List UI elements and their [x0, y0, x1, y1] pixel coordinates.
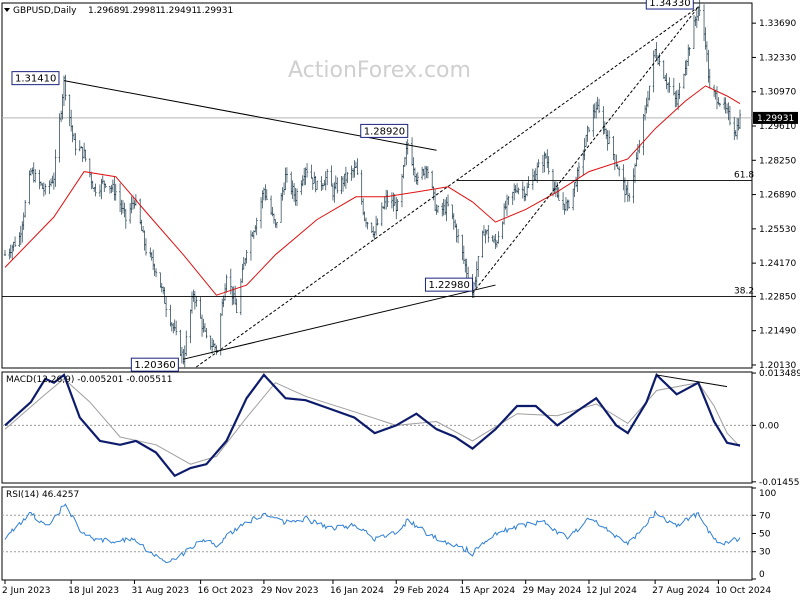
macd-signal-line [4, 378, 741, 465]
rsi-line [4, 503, 741, 564]
price-panel-frame [1, 2, 753, 369]
rsi-levels [2, 514, 752, 553]
macd-y-axis: 0.013489 0.00 -0.014554 [752, 369, 800, 488]
moving-average-line [4, 85, 741, 296]
fib-levels: 61.8 38.2 [2, 170, 754, 297]
price-label: 1.31410 [15, 74, 56, 85]
price-tick-label: 1.24170 [759, 259, 796, 269]
ohlc-close: 1.29931 [196, 6, 233, 16]
price-tick-label: 1.33690 [759, 19, 796, 29]
date-tick-label: 18 Jul 2023 [68, 586, 119, 596]
macd-title: MACD(12,26,9) -0.005201 -0.005511 [6, 375, 172, 385]
price-label-box [130, 357, 179, 372]
date-axis: 2 Jun 2023 18 Jul 2023 31 Aug 2023 16 Oct 2… [2, 580, 771, 596]
date-tick-label: 29 Nov 2023 [261, 586, 319, 596]
price-annotations: 1.31410 1.28920 1.20360 1.22980 1.34330 [11, 0, 694, 372]
symbol-arrow-icon [4, 8, 10, 12]
rsi-tick-label: 30 [759, 548, 771, 558]
price-label-box [360, 123, 409, 138]
trendline-channel-upper [196, 6, 699, 368]
rsi-title: RSI(14) 46.4257 [6, 490, 79, 500]
date-tick-label: 10 Oct 2024 [715, 586, 771, 596]
date-tick-label: 29 Feb 2024 [393, 586, 449, 596]
trendline-lower [183, 284, 496, 360]
ohlc-high: 1.29981 [124, 6, 161, 16]
fib-label: 38.2 [734, 286, 754, 296]
price-label-box [11, 71, 60, 86]
date-tick-label: 15 Apr 2024 [459, 586, 515, 596]
date-tick-label: 27 Aug 2024 [652, 586, 710, 596]
rsi-tick-label: 70 [759, 511, 771, 521]
price-label: 1.20360 [134, 360, 175, 371]
date-tick-label: 29 May 2024 [523, 586, 582, 596]
macd-panel-frame [1, 371, 753, 484]
current-price-box [753, 111, 798, 124]
chart-title: GBPUSD,Daily [13, 6, 77, 16]
trendlines [63, 6, 699, 368]
price-tick-label: 1.21490 [759, 327, 796, 337]
moving-average [4, 85, 741, 296]
rsi-tick-label: 100 [759, 489, 776, 499]
rsi-line [4, 503, 741, 564]
price-tick-label: 1.32330 [759, 53, 796, 63]
price-tick-label: 1.28250 [759, 156, 796, 166]
price-label: 1.22980 [428, 280, 469, 291]
trendline-upper [63, 80, 437, 151]
date-tick-label: 12 Jul 2024 [586, 586, 637, 596]
macd-tick-label: -0.014554 [759, 478, 800, 488]
watermark: ActionForex.com [288, 58, 471, 83]
date-tick-label: 31 Aug 2023 [131, 586, 189, 596]
rsi-tick-label: 50 [759, 530, 771, 540]
date-tick-label: 16 Oct 2023 [198, 586, 254, 596]
macd-lines [4, 372, 741, 478]
macd-line [4, 372, 741, 478]
macd-tick-label: 0.013489 [759, 369, 800, 379]
price-candles [3, 0, 742, 368]
ohlc-open: 1.29689 [88, 6, 125, 16]
macd-divergence-line [656, 374, 728, 388]
rsi-tick-label: 0 [759, 570, 765, 580]
price-label-box [424, 277, 473, 292]
price-tick-label: 1.29610 [759, 122, 796, 132]
date-tick-label: 16 Jan 2024 [330, 586, 384, 596]
rsi-y-axis: 100 70 50 30 0 [752, 487, 776, 580]
ohlc-low: 1.29491 [160, 6, 197, 16]
current-price-label: 1.29931 [757, 114, 794, 124]
price-tick-label: 1.20130 [759, 361, 796, 371]
price-tick-label: 1.26890 [759, 191, 796, 201]
date-tick-label: 2 Jun 2023 [2, 586, 50, 596]
price-y-axis: 1.33690 1.32330 1.30970 1.29610 1.28250 1.268… [752, 19, 798, 371]
price-label-box [645, 0, 694, 10]
price-label: 1.34330 [649, 0, 690, 9]
chart-header: GBPUSD,Daily 1.29689 1.29981 1.29491 1.2… [4, 6, 233, 16]
trendline-channel-lower [472, 6, 699, 294]
price-label: 1.28920 [364, 126, 405, 137]
fib-label: 61.8 [734, 170, 754, 180]
price-tick-label: 1.30970 [759, 88, 796, 98]
price-tick-label: 1.22850 [759, 292, 796, 302]
price-tick-label: 1.25530 [759, 225, 796, 235]
macd-tick-label: 0.00 [759, 421, 779, 431]
